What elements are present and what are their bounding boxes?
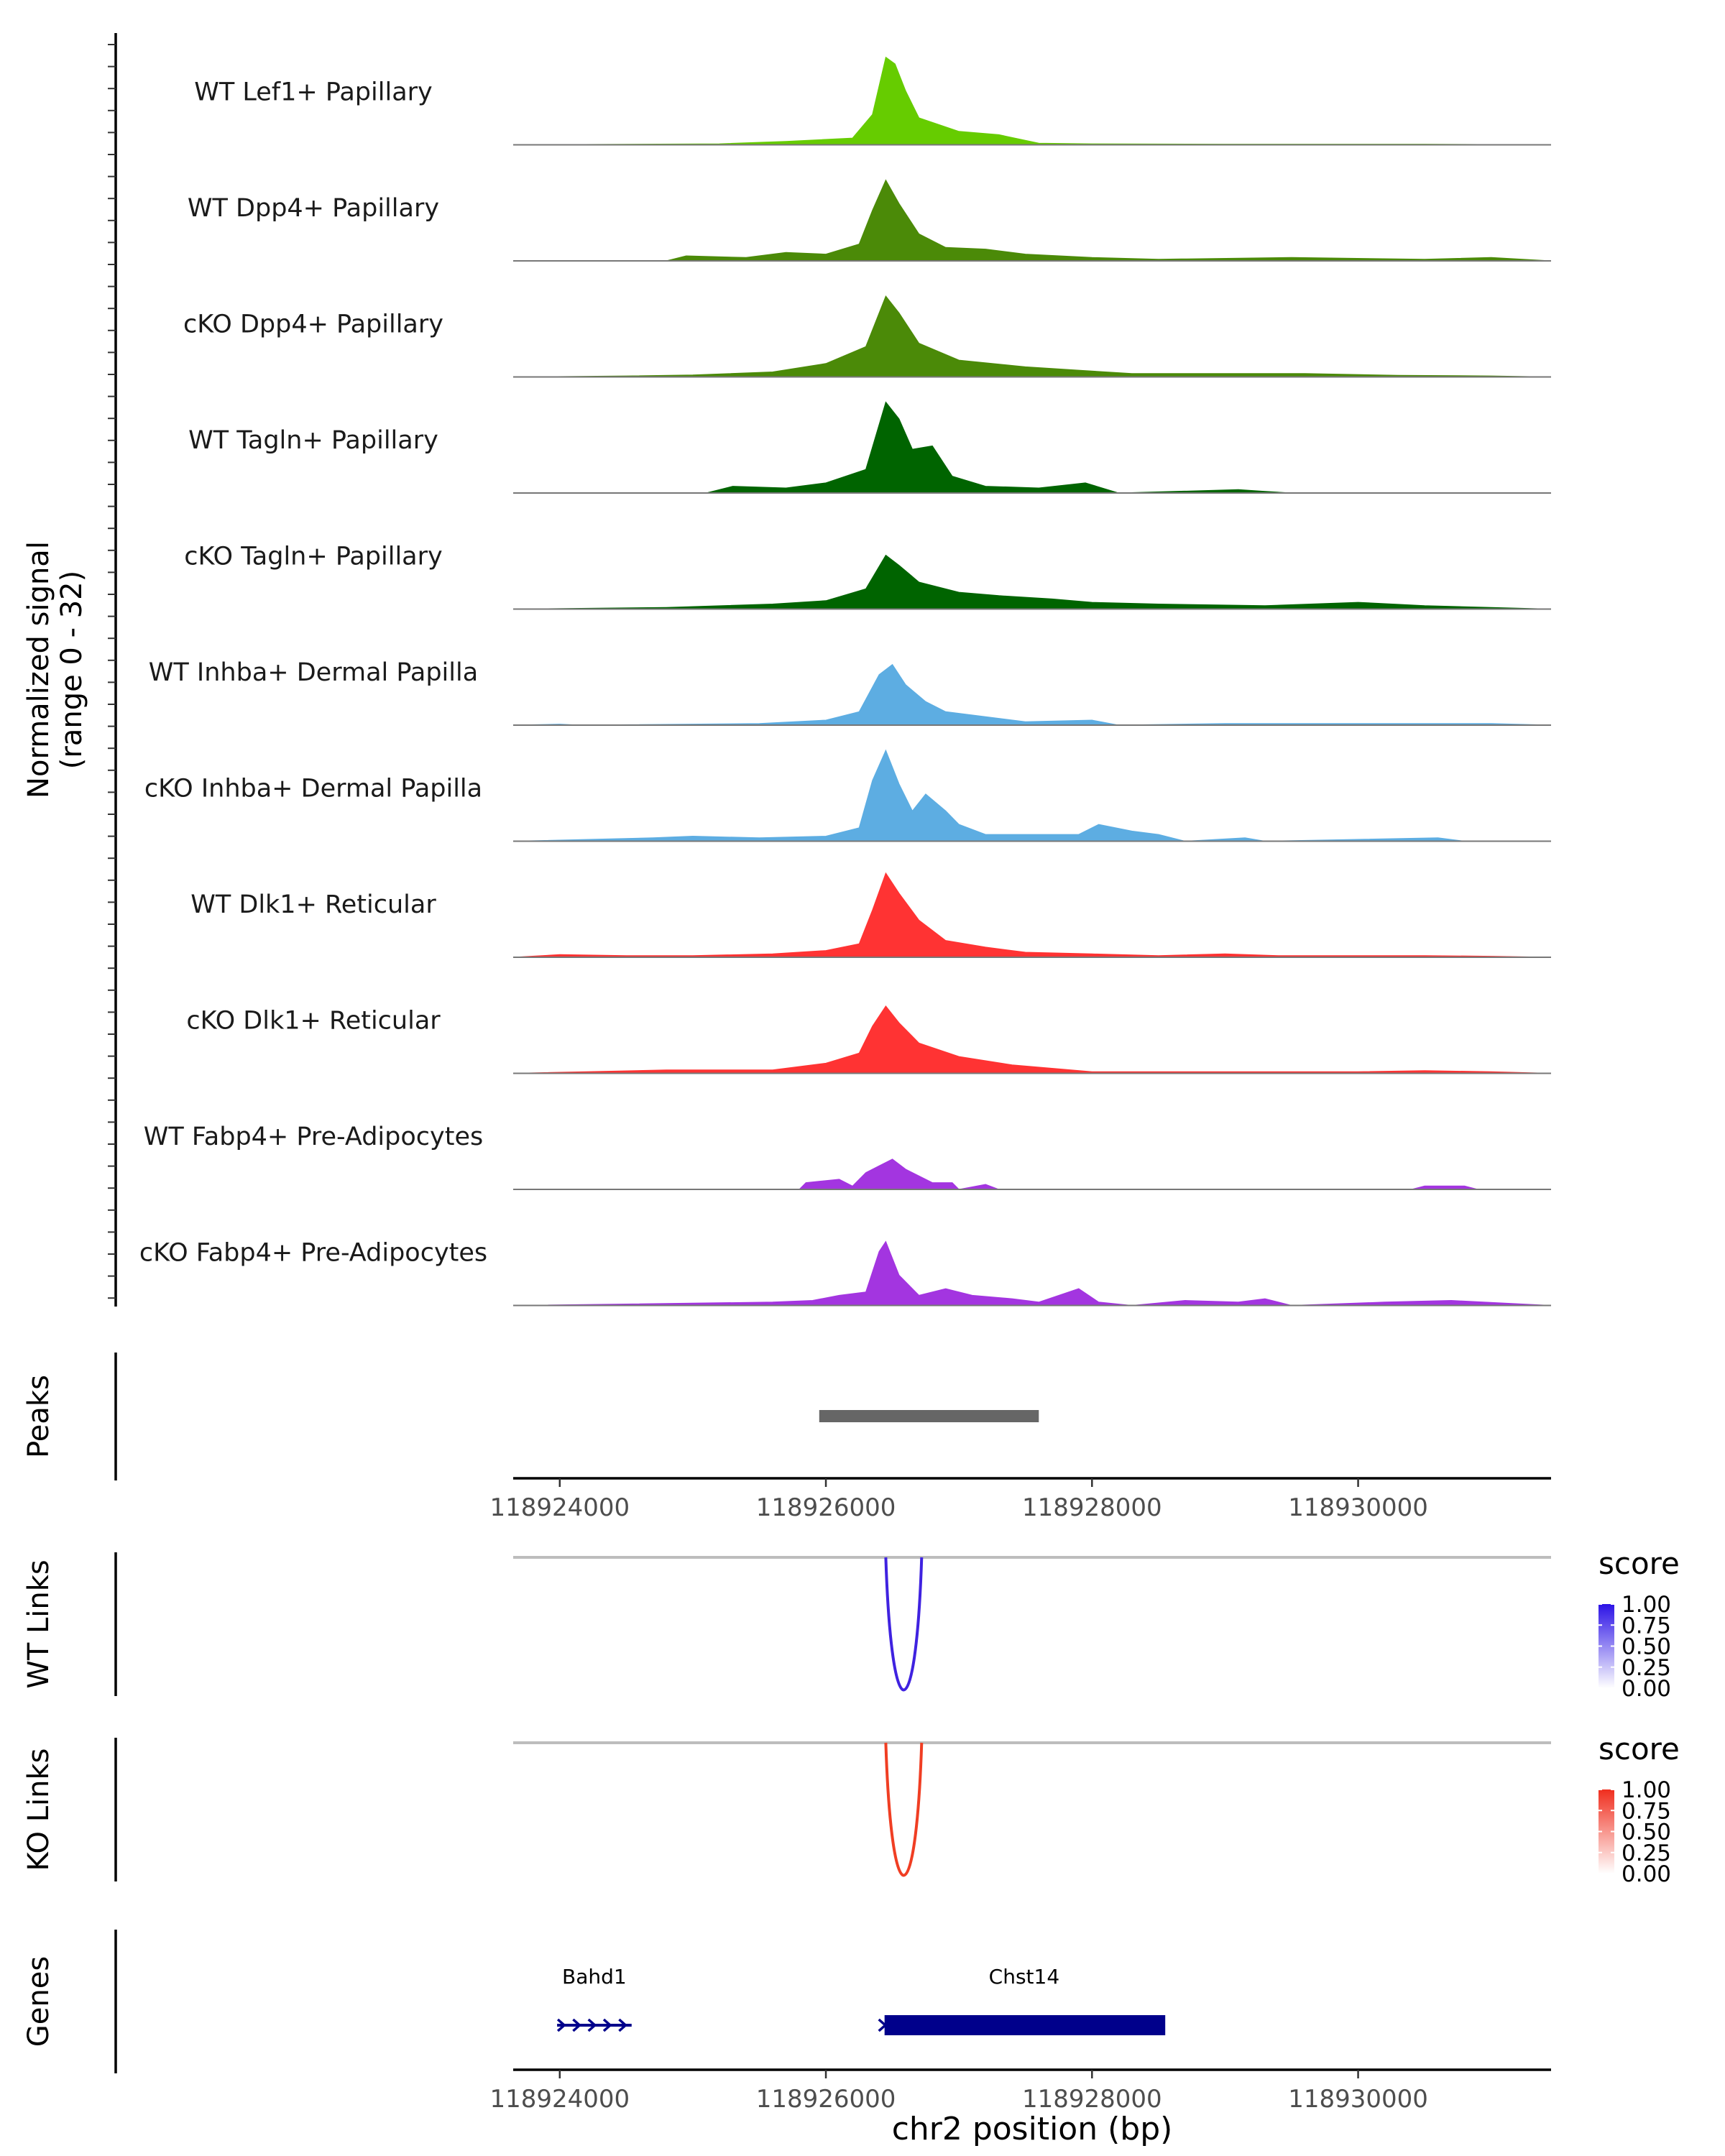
peaks-panel: Peaks [22,1353,1039,1480]
coverage-track: WT Tagln+ Papillary [188,401,1551,494]
x-axis-tick-label: 118928000 [1022,2085,1162,2114]
links-panel: KO Links score 1.000.750.500.250.00 [22,1731,1680,1887]
coverage-track: WT Lef1+ Papillary [194,56,1552,146]
coverage-track: cKO Tagln+ Papillary [184,543,1552,610]
strand-arrow [572,2018,582,2032]
coverage-area [512,663,1552,726]
score-legend-colorbar [1598,1789,1614,1874]
coverage-area [512,1005,1552,1074]
score-legend-title: score [1598,1731,1680,1766]
peak-region [819,1410,1039,1422]
gene-model: Chst14 [878,1965,1166,2035]
gene-model: Bahd1 [556,1965,632,2032]
coverage-track-label: cKO Fabp4+ Pre-Adipocytes [139,1239,487,1268]
coverage-area [512,554,1552,609]
x-axis-tick-label: 118930000 [1288,1493,1428,1522]
score-legend-tick-label: 1.00 [1622,1592,1671,1618]
gene-name: Chst14 [989,1965,1060,1989]
coverage-track: WT Inhba+ Dermal Papilla [149,658,1552,726]
coverage-track: cKO Dpp4+ Papillary [183,295,1552,378]
x-axis-tick-label: 118928000 [1022,1493,1162,1522]
score-legend-tick-label: 0.50 [1622,1820,1671,1846]
coverage-track-label: cKO Tagln+ Papillary [184,543,443,571]
coverage-track-label: cKO Dpp4+ Papillary [183,310,443,339]
peaks-x-axis: 118924000 118926000 118928000 118930000 [489,1477,1551,1522]
coverage-area [513,1158,1551,1190]
links-panel: WT Links score 1.000.750.500.250.00 [22,1546,1680,1702]
coverage-track: cKO Dlk1+ Reticular [186,1005,1552,1074]
coverage-y-axis-label: Normalized signal [22,541,55,798]
coverage-y-ticks [108,44,116,1299]
score-legend-tick-label: 0.00 [1622,1676,1671,1702]
links-panel-label: WT Links [22,1560,55,1688]
score-legend-tick-label: 0.25 [1622,1655,1671,1681]
coverage-area [513,401,1551,494]
coverage-track: cKO Inhba+ Dermal Papilla [144,749,1551,842]
score-legend-tick-label: 0.50 [1622,1634,1671,1660]
link-arc [884,1742,924,1877]
score-legend-tick-label: 0.75 [1622,1798,1671,1824]
coverage-track-label: WT Lef1+ Papillary [194,78,433,107]
gene-models: Bahd1 Chst14 [556,1965,1166,2035]
coverage-area [512,295,1552,377]
coverage-y-axis-range-label: (range 0 - 32) [55,571,88,769]
score-legend-colorbar [1598,1604,1614,1688]
strand-arrow [587,2018,597,2032]
coverage-track-label: WT Fabp4+ Pre-Adipocytes [144,1123,483,1151]
link-arc [884,1557,924,1692]
coverage-tracks: WT Lef1+ Papillary WT Dpp4+ Papillary cKO … [139,56,1552,1307]
score-legend-tick-label: 0.25 [1622,1841,1671,1866]
genes-x-axis: 118924000 118926000 118928000 118930000 [489,2068,1551,2114]
coverage-track-label: WT Dlk1+ Reticular [190,890,436,919]
coverage-track: cKO Fabp4+ Pre-Adipocytes [139,1239,1552,1307]
coverage-track: WT Dlk1+ Reticular [190,872,1552,958]
coverage-track-label: cKO Inhba+ Dermal Papilla [144,775,482,803]
genes-panel: Genes Bahd1 Chst14 [22,1930,1166,2073]
x-axis-tick-label: 118924000 [489,2085,630,2114]
x-axis-tick-label: 118924000 [489,1493,630,1522]
strand-arrow [556,2018,566,2032]
coverage-area [513,179,1552,262]
coverage-track-label: cKO Dlk1+ Reticular [186,1007,441,1036]
peak-regions [819,1410,1039,1422]
coverage-panel: Normalized signal (range 0 - 32) WT Lef1… [22,33,1552,1307]
coverage-track-label: WT Inhba+ Dermal Papilla [149,658,478,687]
gene-exon-block [884,2015,1166,2035]
strand-arrow [618,2018,628,2032]
x-axis-tick-label: 118926000 [756,2085,896,2114]
peaks-panel-label: Peaks [22,1375,55,1458]
coverage-track-label: WT Tagln+ Papillary [188,426,438,455]
x-axis-title: chr2 position (bp) [892,2111,1173,2147]
score-legend-tick-label: 0.75 [1622,1613,1671,1639]
strand-arrow [602,2018,612,2032]
coverage-area [512,872,1552,958]
links-panel-label: KO Links [22,1749,55,1871]
genes-panel-label: Genes [22,1956,55,2047]
gene-name: Bahd1 [562,1965,627,1989]
x-axis-tick-label: 118926000 [756,1493,896,1522]
coverage-track-label: WT Dpp4+ Papillary [188,194,439,223]
coverage-track: WT Dpp4+ Papillary [188,179,1552,262]
score-legend-title: score [1598,1546,1680,1581]
x-axis-tick-label: 118930000 [1288,2085,1428,2114]
score-legend-tick-label: 1.00 [1622,1777,1671,1803]
score-legend-tick-label: 0.00 [1622,1861,1671,1887]
coverage-track: WT Fabp4+ Pre-Adipocytes [144,1123,1551,1190]
